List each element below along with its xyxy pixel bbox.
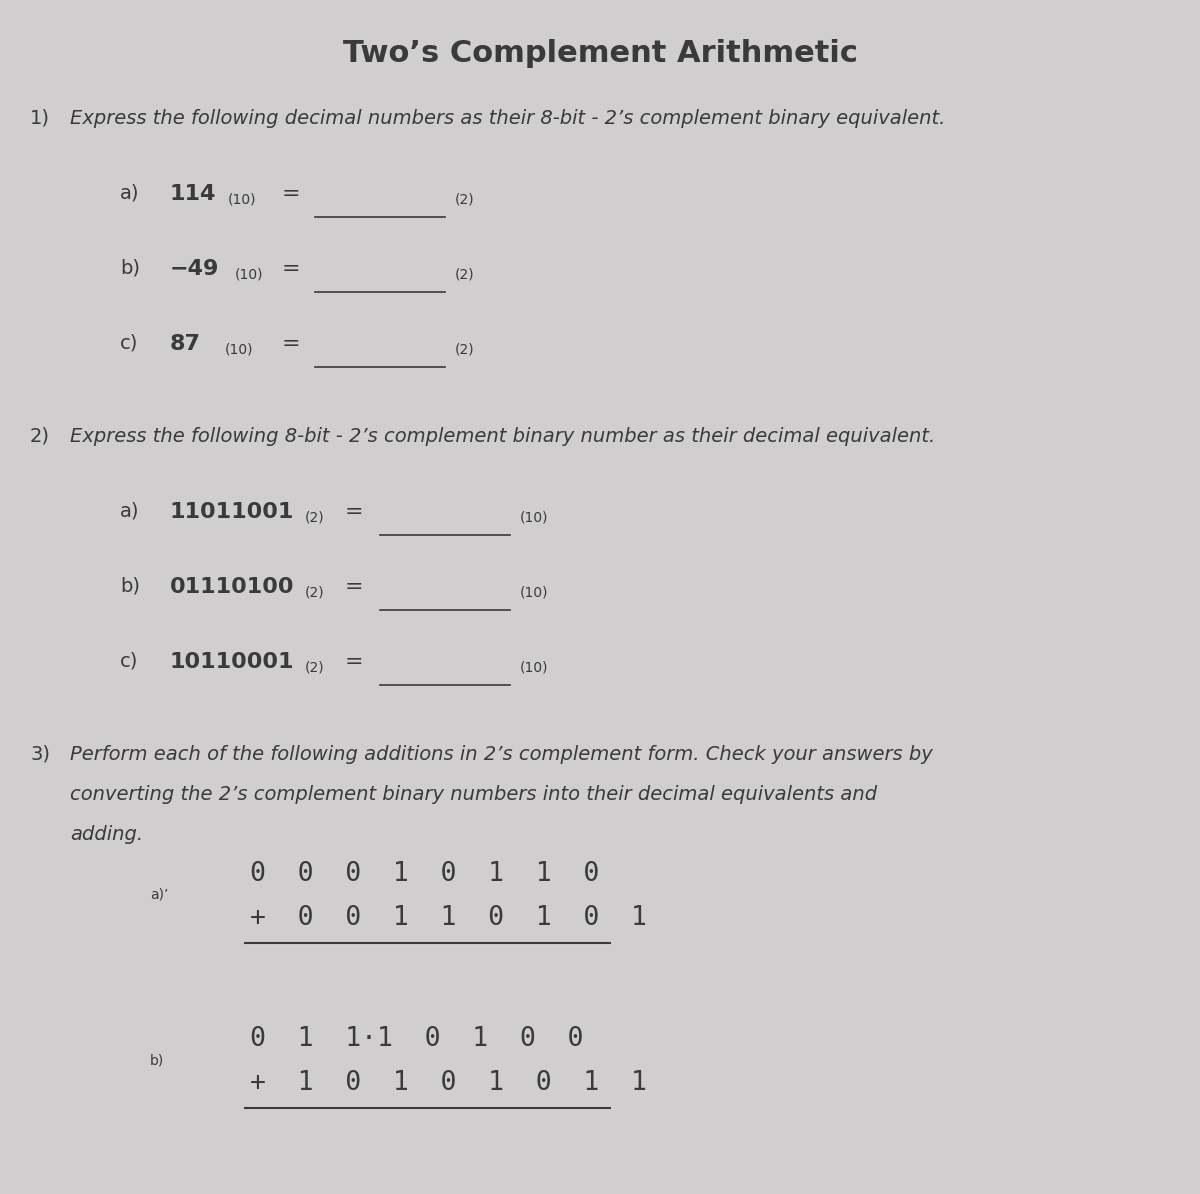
Text: adding.: adding. [70, 825, 143, 844]
Text: b): b) [150, 1053, 164, 1067]
Text: converting the 2’s complement binary numbers into their decimal equivalents and: converting the 2’s complement binary num… [70, 784, 877, 804]
Text: (10): (10) [520, 586, 548, 601]
Text: 0  1  1·1  0  1  0  0: 0 1 1·1 0 1 0 0 [250, 1026, 583, 1052]
Text: =: = [282, 334, 301, 353]
Text: b): b) [120, 259, 140, 278]
Text: 11011001: 11011001 [170, 501, 294, 522]
Text: (2): (2) [305, 661, 325, 675]
Text: =: = [346, 577, 364, 597]
Text: (2): (2) [455, 343, 475, 357]
Text: 0  0  0  1  0  1  1  0: 0 0 0 1 0 1 1 0 [250, 861, 599, 887]
Text: a): a) [120, 184, 139, 203]
Text: (10): (10) [226, 343, 253, 357]
Text: (10): (10) [520, 661, 548, 675]
Text: −49: −49 [170, 259, 220, 279]
Text: a)ʼ: a)ʼ [150, 888, 168, 901]
Text: Two’s Complement Arithmetic: Two’s Complement Arithmetic [342, 39, 858, 68]
Text: c): c) [120, 652, 138, 671]
Text: (2): (2) [455, 267, 475, 282]
Text: =: = [346, 501, 364, 522]
Text: Perform each of the following additions in 2’s complement form. Check your answe: Perform each of the following additions … [70, 745, 932, 764]
Text: (10): (10) [520, 511, 548, 525]
Text: =: = [282, 184, 301, 204]
Text: (10): (10) [228, 193, 257, 207]
Text: (2): (2) [305, 586, 325, 601]
Text: +  1  0  1  0  1  0  1  1: + 1 0 1 0 1 0 1 1 [250, 1070, 647, 1096]
Text: 01110100: 01110100 [170, 577, 294, 597]
Text: Express the following 8-bit - 2’s complement binary number as their decimal equi: Express the following 8-bit - 2’s comple… [70, 427, 935, 447]
Text: (2): (2) [305, 511, 325, 525]
Text: +  0  0  1  1  0  1  0  1: + 0 0 1 1 0 1 0 1 [250, 905, 647, 931]
Text: c): c) [120, 334, 138, 353]
Text: b): b) [120, 577, 140, 596]
Text: 2): 2) [30, 427, 50, 447]
Text: Express the following decimal numbers as their 8-bit - 2’s complement binary equ: Express the following decimal numbers as… [70, 109, 946, 128]
Text: (2): (2) [455, 193, 475, 207]
Text: 1): 1) [30, 109, 50, 128]
Text: 87: 87 [170, 334, 202, 353]
Text: 3): 3) [30, 745, 50, 764]
Text: (10): (10) [235, 267, 264, 282]
Text: 10110001: 10110001 [170, 652, 294, 672]
Text: =: = [346, 652, 364, 672]
Text: =: = [282, 259, 301, 279]
Text: 114: 114 [170, 184, 216, 204]
Text: a): a) [120, 501, 139, 521]
